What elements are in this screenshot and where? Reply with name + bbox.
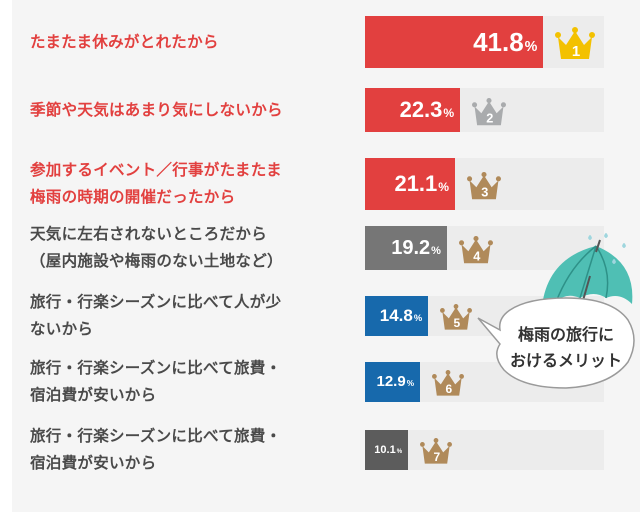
data-label: 22.3% [365,88,455,132]
category-label: 参加するイベント／行事がたまたま 梅雨の時期の開催だったから [30,157,282,211]
bar [365,362,421,402]
bar [365,296,429,336]
rank-number: 5 [454,317,461,331]
data-unit: % [443,106,455,120]
crown-icon: 1 [555,27,596,60]
crown-icon: 5 [440,304,473,331]
bar [365,158,456,210]
bar [365,226,447,270]
rank-number: 1 [572,43,580,60]
data-value: 12.9 [376,373,406,390]
data-label: 12.9% [365,362,415,402]
data-value: 14.8 [379,306,413,325]
category-label-line: 参加するイベント／行事がたまたま [30,161,282,179]
speech-bubble: 梅雨の旅行に おけるメリット [477,233,635,389]
category-label: 天気に左右されないところだから （屋内施設や梅雨のない土地など） [30,221,283,275]
category-label: 旅行・行楽シーズンに比べて旅費・ 宿泊費が安いから [30,355,281,409]
data-value: 22.3 [399,97,443,122]
rank-number: 7 [434,451,441,465]
data-value: 21.1 [394,171,438,196]
category-label: 旅行・行楽シーズンに比べて旅費・ 宿泊費が安いから [30,423,281,477]
crown-icon: 3 [467,171,502,199]
category-label-line: たまたま休みがとれたから [30,33,219,51]
bar [365,88,461,132]
data-label: 19.2% [365,226,441,270]
crown-icon: 6 [432,370,465,397]
rank-number: 4 [473,248,481,263]
category-label: 季節や天気はあまり気にしないから [30,98,283,122]
data-label: 21.1% [365,158,449,210]
data-unit: % [524,39,538,55]
crown-icon: 4 [458,235,493,263]
category-label: 旅行・行楽シーズンに比べて人が少 ないから [30,289,281,343]
data-label: 10.1% [365,430,402,470]
bar [365,16,544,68]
crown-icon: 2 [472,97,507,125]
category-label-line: 旅行・行楽シーズンに比べて旅費・ [30,427,282,445]
annotation-line-2: おけるメリット [510,352,622,370]
data-unit: % [438,180,450,194]
data-value: 19.2 [391,237,431,259]
data-value: 41.8 [473,27,524,57]
category-label-line: 旅行・行楽シーズンに比べて旅費・ [30,359,282,377]
data-label: 14.8% [365,296,422,336]
data-unit: % [413,313,423,323]
data-unit: % [431,245,441,257]
data-unit: % [406,379,415,388]
category-label-line: （屋内施設や梅雨のない土地など） [30,252,283,270]
crown-icon: 7 [420,438,453,465]
category-label: たまたま休みがとれたから [30,30,219,54]
bar [365,430,409,470]
category-label-line: 旅行・行楽シーズンに比べて人が少 [30,293,282,311]
data-value: 10.1 [374,444,396,456]
data-unit: % [396,449,403,455]
rank-number: 6 [446,383,453,397]
category-label-line: 天気に左右されないところだから [30,225,268,243]
category-label-line: ないから [30,320,94,338]
rank-number: 3 [481,184,488,199]
data-label: 41.8% [365,16,537,68]
annotation-line-1: 梅雨の旅行に [518,325,614,344]
category-label-line: 宿泊費が安いから [30,454,157,472]
category-label-line: 梅雨の時期の開催だったから [30,188,236,206]
category-label-line: 宿泊費が安いから [30,386,157,404]
category-label-line: 季節や天気はあまり気にしないから [30,101,283,119]
rank-number: 2 [486,110,493,125]
